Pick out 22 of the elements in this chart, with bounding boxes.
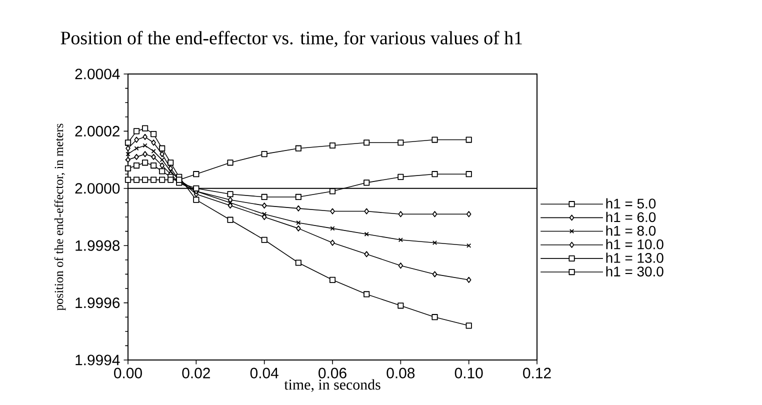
- x-tick-label: 0.02: [182, 368, 210, 378]
- legend-label: h1 = 13.0: [606, 252, 664, 263]
- chart-title: Position of the end-effector vs. time, for various values of h1: [60, 30, 522, 48]
- legend-label: h1 = 30.0: [606, 266, 664, 276]
- x-tick-label: 0.08: [386, 368, 415, 378]
- y-axis-title: position of the end-effector, in meters: [54, 124, 66, 310]
- x-axis-title: time, in seconds: [284, 379, 380, 392]
- legend-label: h1 = 8.0: [606, 225, 656, 236]
- y-tick-label: 1.9994: [76, 354, 120, 366]
- x-tick-label: 0.12: [523, 368, 551, 378]
- y-tick-label: 2.0002: [75, 126, 120, 136]
- y-tick-label: 1.9996: [76, 298, 120, 308]
- x-tick-label: 0.10: [454, 368, 483, 378]
- legend-label: h1 = 6.0: [606, 212, 656, 222]
- y-tick-label: 2.0004: [75, 68, 120, 80]
- x-tick-label: 0.04: [250, 368, 278, 378]
- legend-label: h1 = 10.0: [606, 239, 664, 250]
- y-tick-label: 1.9998: [76, 240, 120, 251]
- legend-label: h1 = 5.0: [606, 198, 656, 209]
- x-tick-label: 0.06: [318, 368, 346, 378]
- y-tick-label: 2.0000: [75, 183, 120, 194]
- x-tick-label: 0.00: [114, 368, 142, 378]
